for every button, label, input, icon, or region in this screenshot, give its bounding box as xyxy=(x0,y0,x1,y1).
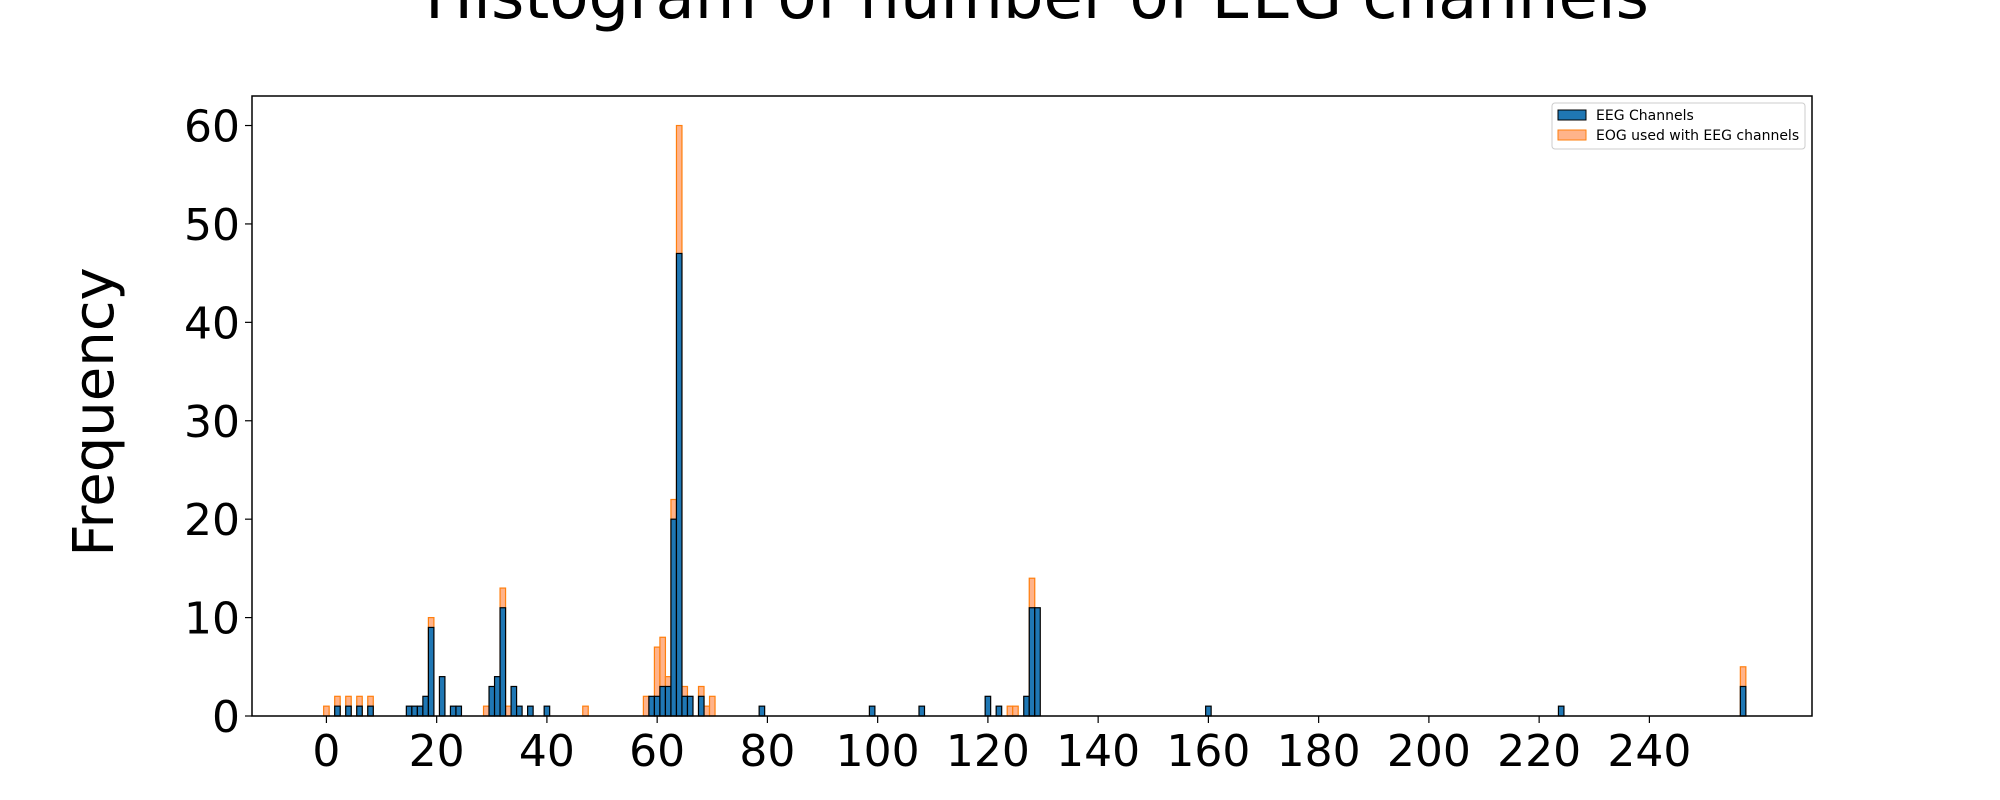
eeg-bar xyxy=(664,685,672,717)
y-tick-label: 40 xyxy=(184,298,240,349)
eog-bar xyxy=(708,695,716,717)
y-tick-label: 50 xyxy=(184,200,240,251)
x-tick-label: 40 xyxy=(519,726,575,777)
eeg-bar xyxy=(527,705,534,717)
eeg-bar xyxy=(1023,695,1030,717)
eog-bar xyxy=(323,705,330,717)
y-tick-label: 30 xyxy=(184,397,240,448)
eeg-bar xyxy=(515,705,523,717)
eeg-bar xyxy=(427,626,435,717)
chart-title: Histogram of number of EEG channels xyxy=(425,0,1649,34)
y-tick-label: 60 xyxy=(184,102,240,153)
y-axis-label: Frequency xyxy=(62,267,127,556)
x-tick-label: 80 xyxy=(739,726,795,777)
eog-bar xyxy=(1006,705,1014,717)
eeg-bar xyxy=(488,685,496,717)
eeg-bar xyxy=(697,695,705,717)
eeg-bar xyxy=(659,685,667,717)
eeg-bar xyxy=(345,705,352,717)
plot-frame xyxy=(251,95,1813,717)
eeg-bar xyxy=(438,676,446,717)
y-axis-ticks: 0 10 20 30 40 50 60 xyxy=(184,102,252,743)
x-tick-label: 100 xyxy=(836,726,920,777)
eeg-bars xyxy=(334,252,1747,717)
eeg-bar xyxy=(510,685,518,717)
x-axis-ticks: 0 20 40 60 80 100 120 140 160 180 200 220 240 xyxy=(312,716,1691,777)
eeg-bar xyxy=(648,695,656,717)
eeg-bar xyxy=(1557,705,1565,717)
eeg-bar xyxy=(411,705,418,717)
eeg-bar xyxy=(686,695,694,717)
eeg-bar xyxy=(449,705,457,717)
eog-bar xyxy=(642,695,650,717)
y-tick-label: 20 xyxy=(184,495,240,546)
eeg-bar xyxy=(1028,607,1036,717)
x-tick-label: 20 xyxy=(409,726,465,777)
legend-swatch-eog xyxy=(1557,129,1587,141)
x-tick-label: 60 xyxy=(629,726,685,777)
eeg-bar xyxy=(416,705,424,717)
x-tick-label: 140 xyxy=(1056,726,1140,777)
eeg-bar xyxy=(918,705,926,717)
eeg-bar xyxy=(499,607,507,717)
eeg-bar xyxy=(670,518,678,717)
eog-bar xyxy=(504,705,512,717)
eeg-bar xyxy=(405,705,413,717)
eeg-bar xyxy=(995,705,1003,717)
x-tick-label: 0 xyxy=(312,726,340,777)
eeg-bar xyxy=(1205,705,1212,717)
eeg-bar xyxy=(422,695,429,717)
x-tick-label: 120 xyxy=(946,726,1030,777)
eog-bar xyxy=(482,705,490,717)
x-tick-label: 160 xyxy=(1166,726,1250,777)
legend: EEG Channels EOG used with EEG channels xyxy=(1551,102,1806,150)
x-tick-label: 180 xyxy=(1277,726,1361,777)
x-tick-label: 200 xyxy=(1387,726,1471,777)
eeg-bar xyxy=(653,695,661,717)
eeg-bar xyxy=(1034,607,1041,717)
legend-label-eeg: EEG Channels xyxy=(1596,108,1694,124)
x-tick-label: 220 xyxy=(1497,726,1581,777)
eeg-bar xyxy=(681,695,689,717)
eeg-bar xyxy=(543,705,551,717)
eog-bar xyxy=(1012,705,1019,717)
legend-box xyxy=(1551,102,1806,150)
eeg-bar xyxy=(334,705,341,717)
eeg-bar xyxy=(984,695,992,717)
y-tick-label: 0 xyxy=(212,692,240,743)
eeg-bar xyxy=(493,676,501,717)
eog-bar xyxy=(582,705,589,717)
eeg-bar xyxy=(367,705,374,717)
eog-bar xyxy=(703,705,711,717)
x-tick-label: 240 xyxy=(1607,726,1691,777)
eeg-bar xyxy=(1739,685,1747,717)
eeg-bar xyxy=(675,252,683,717)
legend-swatch-eeg xyxy=(1557,109,1587,121)
eeg-bar xyxy=(758,705,766,717)
legend-label-eog: EOG used with EEG channels xyxy=(1596,128,1799,144)
eeg-bar xyxy=(868,705,876,717)
eeg-bar xyxy=(356,705,363,717)
eeg-bar xyxy=(455,705,463,717)
y-tick-label: 10 xyxy=(184,594,240,645)
